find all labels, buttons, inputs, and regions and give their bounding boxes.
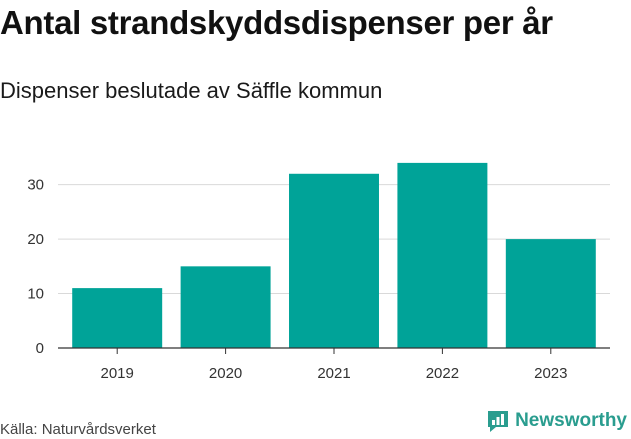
y-tick-label: 10: [27, 286, 44, 303]
x-tick-label: 2019: [101, 365, 134, 382]
y-tick-label: 20: [27, 231, 44, 248]
bar: [180, 266, 271, 348]
y-tick-label: 0: [36, 340, 44, 357]
bar: [72, 288, 163, 348]
y-tick-label: 30: [27, 177, 44, 194]
brand-logo: Newsworthy: [486, 409, 627, 433]
brand-name: Newsworthy: [515, 410, 627, 431]
x-tick-label: 2021: [317, 365, 350, 382]
bar: [397, 162, 488, 348]
x-tick-label: 2023: [534, 365, 567, 382]
chart-subtitle: Dispenser beslutade av Säffle kommun: [0, 78, 383, 103]
source-note: Källa: Naturvårdsverket: [0, 421, 156, 438]
bar: [505, 239, 596, 348]
x-tick-label: 2022: [426, 365, 459, 382]
bar-chart: 0 10 20 30 2019 2020 2021 2022 2023: [27, 162, 610, 382]
x-tick-label: 2020: [209, 365, 242, 382]
chart-title: Antal strandskyddsdispenser per år: [0, 4, 553, 41]
newsworthy-logo-icon: [488, 411, 509, 432]
bar: [289, 173, 379, 348]
